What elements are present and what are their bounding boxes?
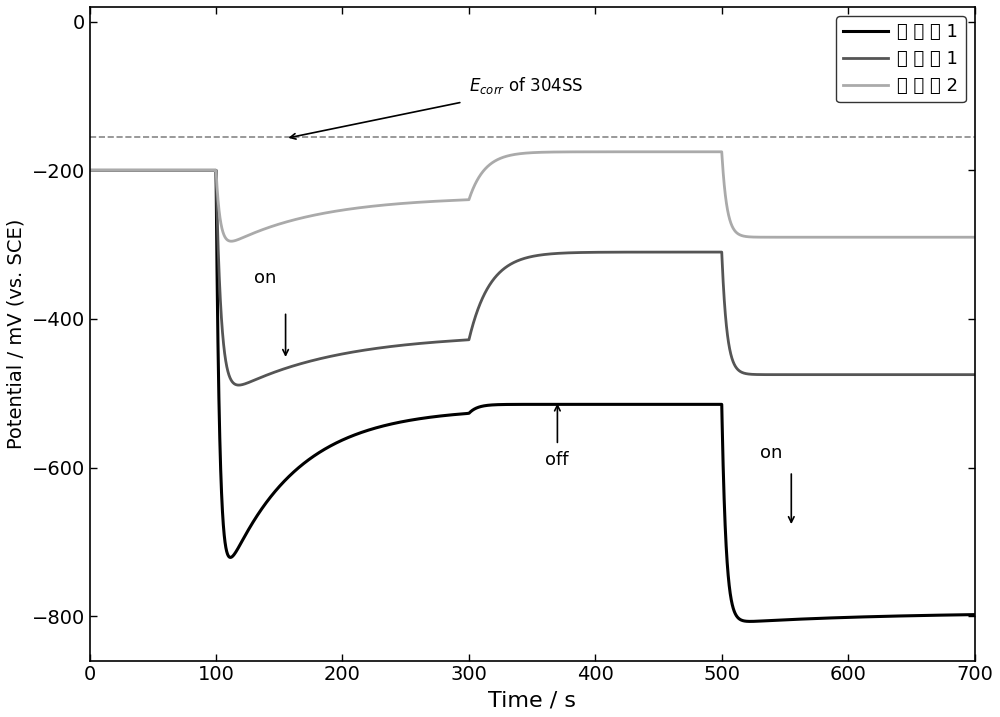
实 施 例 1 <box>290 466 302 475</box>
Text: off: off <box>545 451 568 469</box>
比 较 例 1 <box>233 381 245 389</box>
实 施 例 1 <box>744 617 756 626</box>
比 较 例 2 <box>284 217 296 225</box>
比 较 例 2 <box>224 237 236 245</box>
实 施 例 1 <box>969 610 981 619</box>
比 较 例 1 <box>284 363 296 371</box>
比 较 例 2 <box>716 148 728 156</box>
比 较 例 2 <box>969 233 981 242</box>
比 较 例 2 <box>883 233 895 242</box>
比 较 例 1 <box>417 339 429 348</box>
Line: 比 较 例 2: 比 较 例 2 <box>90 152 975 241</box>
比 较 例 1 <box>290 361 302 369</box>
实 施 例 1 <box>84 166 96 175</box>
Line: 比 较 例 1: 比 较 例 1 <box>90 171 975 385</box>
X-axis label: Time / s: Time / s <box>488 690 576 710</box>
实 施 例 1 <box>883 612 895 620</box>
实 施 例 1 <box>285 470 297 478</box>
比 较 例 1 <box>969 371 981 379</box>
比 较 例 2 <box>285 217 297 225</box>
比 较 例 2 <box>290 215 302 224</box>
比 较 例 1 <box>883 371 895 379</box>
比 较 例 2 <box>225 237 237 245</box>
比 较 例 1 <box>84 166 96 175</box>
比 较 例 2 <box>417 198 429 206</box>
比 较 例 1 <box>285 362 297 371</box>
实 施 例 1 <box>283 472 295 480</box>
比 较 例 2 <box>84 166 96 175</box>
Y-axis label: Potential / mV (vs. SCE): Potential / mV (vs. SCE) <box>7 219 26 449</box>
Line: 实 施 例 1: 实 施 例 1 <box>90 171 975 622</box>
实 施 例 1 <box>224 553 236 561</box>
Text: on: on <box>254 269 277 287</box>
比 较 例 1 <box>224 373 236 381</box>
Text: $E_{corr}$ of 304SS: $E_{corr}$ of 304SS <box>469 75 583 96</box>
实 施 例 1 <box>417 414 429 422</box>
Legend: 实 施 例 1, 比 较 例 1, 比 较 例 2: 实 施 例 1, 比 较 例 1, 比 较 例 2 <box>836 16 966 103</box>
Text: on: on <box>760 444 782 462</box>
